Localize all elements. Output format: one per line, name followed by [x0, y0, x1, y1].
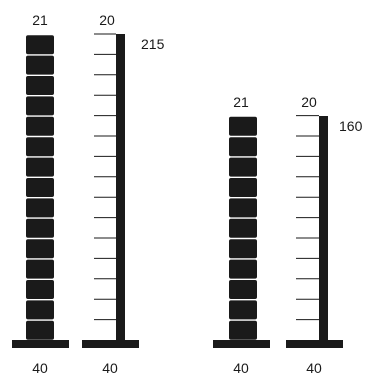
- ruler-base-left: [82, 340, 139, 348]
- ruler-base-right: [286, 340, 343, 348]
- stack-block: [229, 137, 257, 157]
- stack-block: [229, 259, 257, 279]
- stack-block: [26, 96, 54, 116]
- tower-right: 21 20 160 40 40: [213, 94, 363, 376]
- ruler-pole-left: [116, 34, 125, 340]
- stack-block: [26, 218, 54, 238]
- stack-block: [229, 239, 257, 259]
- stack-base-label-left: 40: [32, 360, 48, 376]
- stack-block: [229, 157, 257, 177]
- stack-block: [26, 320, 54, 340]
- stack-block: [26, 137, 54, 157]
- ruler-base-label-right: 40: [306, 360, 322, 376]
- height-label-left: 215: [141, 36, 165, 52]
- stack-block: [26, 300, 54, 320]
- ruler-left: [82, 33, 139, 348]
- tower-left: 21 20 215 40 40: [12, 12, 165, 376]
- stack-base-label-right: 40: [233, 360, 249, 376]
- stack-block: [26, 35, 54, 55]
- stack-block: [229, 178, 257, 197]
- stack-block: [229, 280, 257, 299]
- stack-base-left: [12, 340, 69, 348]
- stack-top-label-left: 21: [32, 12, 48, 28]
- stack-block: [26, 280, 54, 299]
- stack-base-right: [213, 340, 270, 348]
- ruler-right: [286, 115, 343, 348]
- stack-block: [26, 116, 54, 136]
- block-stack-right: [229, 116, 257, 340]
- ruler-base-label-left: 40: [102, 360, 118, 376]
- block-stack-left: [26, 35, 54, 340]
- stack-top-label-right: 21: [233, 94, 249, 110]
- stack-block: [26, 239, 54, 259]
- stack-block: [229, 300, 257, 320]
- stack-block: [26, 198, 54, 218]
- stack-block: [229, 116, 257, 136]
- stack-block: [229, 218, 257, 238]
- stack-block: [229, 320, 257, 340]
- stack-block: [26, 259, 54, 279]
- height-label-right: 160: [339, 118, 363, 134]
- stack-block: [26, 178, 54, 197]
- ruler-top-label-left: 20: [99, 12, 115, 28]
- ruler-top-label-right: 20: [301, 94, 317, 110]
- stack-block: [26, 55, 54, 75]
- stack-block: [26, 157, 54, 177]
- stack-block: [26, 76, 54, 95]
- stack-block: [229, 198, 257, 218]
- ruler-pole-right: [319, 116, 328, 340]
